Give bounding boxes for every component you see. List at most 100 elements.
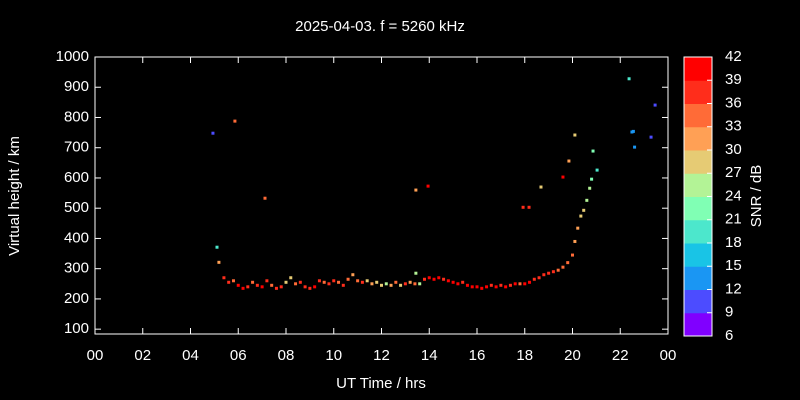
point: [265, 279, 269, 283]
point: [360, 280, 364, 284]
point: [422, 277, 426, 281]
y-tick-label: 800: [64, 108, 89, 125]
point: [585, 198, 589, 202]
point: [303, 285, 307, 289]
colorbar-segment: [684, 219, 712, 244]
point: [233, 119, 237, 123]
point: [215, 245, 219, 249]
point: [211, 131, 215, 135]
point: [649, 135, 653, 139]
point: [389, 283, 393, 287]
point: [573, 239, 577, 243]
colorbar-segment: [684, 103, 712, 128]
point: [327, 282, 331, 286]
point: [470, 285, 474, 289]
point: [537, 276, 541, 280]
point: [241, 286, 245, 290]
y-tick-label: 200: [64, 290, 89, 307]
x-tick-label: 22: [612, 347, 629, 364]
x-tick-label: 08: [278, 347, 295, 364]
point: [236, 283, 240, 287]
colorbar-tick-label: 18: [725, 234, 742, 251]
colorbar-tick-label: 27: [725, 164, 742, 181]
point: [284, 280, 288, 284]
point: [573, 133, 577, 137]
point: [527, 205, 531, 209]
point: [465, 283, 469, 287]
y-tick-label: 500: [64, 199, 89, 216]
point: [504, 285, 508, 289]
point: [414, 271, 418, 275]
colorbar-tick-label: 42: [725, 48, 742, 65]
point: [251, 280, 255, 284]
y-tick-label: 1000: [56, 48, 89, 65]
y-tick-label: 600: [64, 169, 89, 186]
point: [561, 265, 565, 269]
point: [356, 279, 360, 283]
y-tick-label: 400: [64, 229, 89, 246]
point: [403, 282, 407, 286]
point: [653, 103, 657, 107]
colorbar-segment: [684, 266, 712, 290]
point: [582, 208, 586, 212]
point: [289, 276, 293, 280]
point: [260, 285, 264, 289]
point: [590, 177, 594, 181]
colorbar-segment: [684, 243, 712, 267]
point: [384, 282, 388, 286]
x-tick-label: 20: [564, 347, 581, 364]
point: [461, 280, 465, 284]
point: [408, 280, 412, 284]
point: [485, 285, 489, 289]
point: [346, 277, 350, 281]
point: [556, 268, 560, 272]
point: [547, 271, 551, 275]
point: [294, 282, 298, 286]
y-axis-label: Virtual height / km: [6, 136, 23, 256]
point: [588, 186, 592, 190]
point: [231, 279, 235, 283]
point: [446, 279, 450, 283]
point: [532, 277, 536, 281]
x-tick-label: 14: [421, 347, 438, 364]
point: [426, 184, 430, 188]
point: [332, 279, 336, 283]
point: [414, 188, 418, 192]
point: [523, 282, 527, 286]
point: [513, 282, 517, 286]
y-tick-label: 900: [64, 78, 89, 95]
point: [508, 283, 512, 287]
point: [451, 280, 455, 284]
colorbar-tick-label: 33: [725, 118, 742, 135]
point: [595, 168, 599, 172]
point: [442, 277, 446, 281]
colorbar-segment: [684, 150, 712, 174]
point: [274, 286, 278, 290]
point: [432, 277, 436, 281]
point: [579, 214, 583, 218]
x-tick-label: 00: [660, 347, 677, 364]
point: [456, 282, 460, 286]
x-axis-label: UT Time / hrs: [336, 375, 426, 392]
point: [394, 280, 398, 284]
chart-title: 2025-04-03. f = 5260 kHz: [295, 18, 465, 35]
point: [246, 285, 250, 289]
colorbar-label: SNR / dB: [748, 165, 765, 228]
point: [337, 280, 341, 284]
y-tick-label: 300: [64, 260, 89, 277]
x-tick-label: 18: [516, 347, 533, 364]
point: [413, 282, 417, 286]
colorbar-segment: [684, 80, 712, 104]
colorbar-tick-label: 6: [725, 327, 733, 344]
point: [480, 286, 484, 290]
x-tick-label: 12: [373, 347, 390, 364]
point: [399, 283, 403, 287]
point: [263, 196, 267, 200]
point: [567, 159, 571, 163]
x-tick-label: 02: [134, 347, 151, 364]
point: [627, 77, 631, 81]
colorbar-tick-label: 36: [725, 94, 742, 111]
point: [418, 282, 422, 286]
